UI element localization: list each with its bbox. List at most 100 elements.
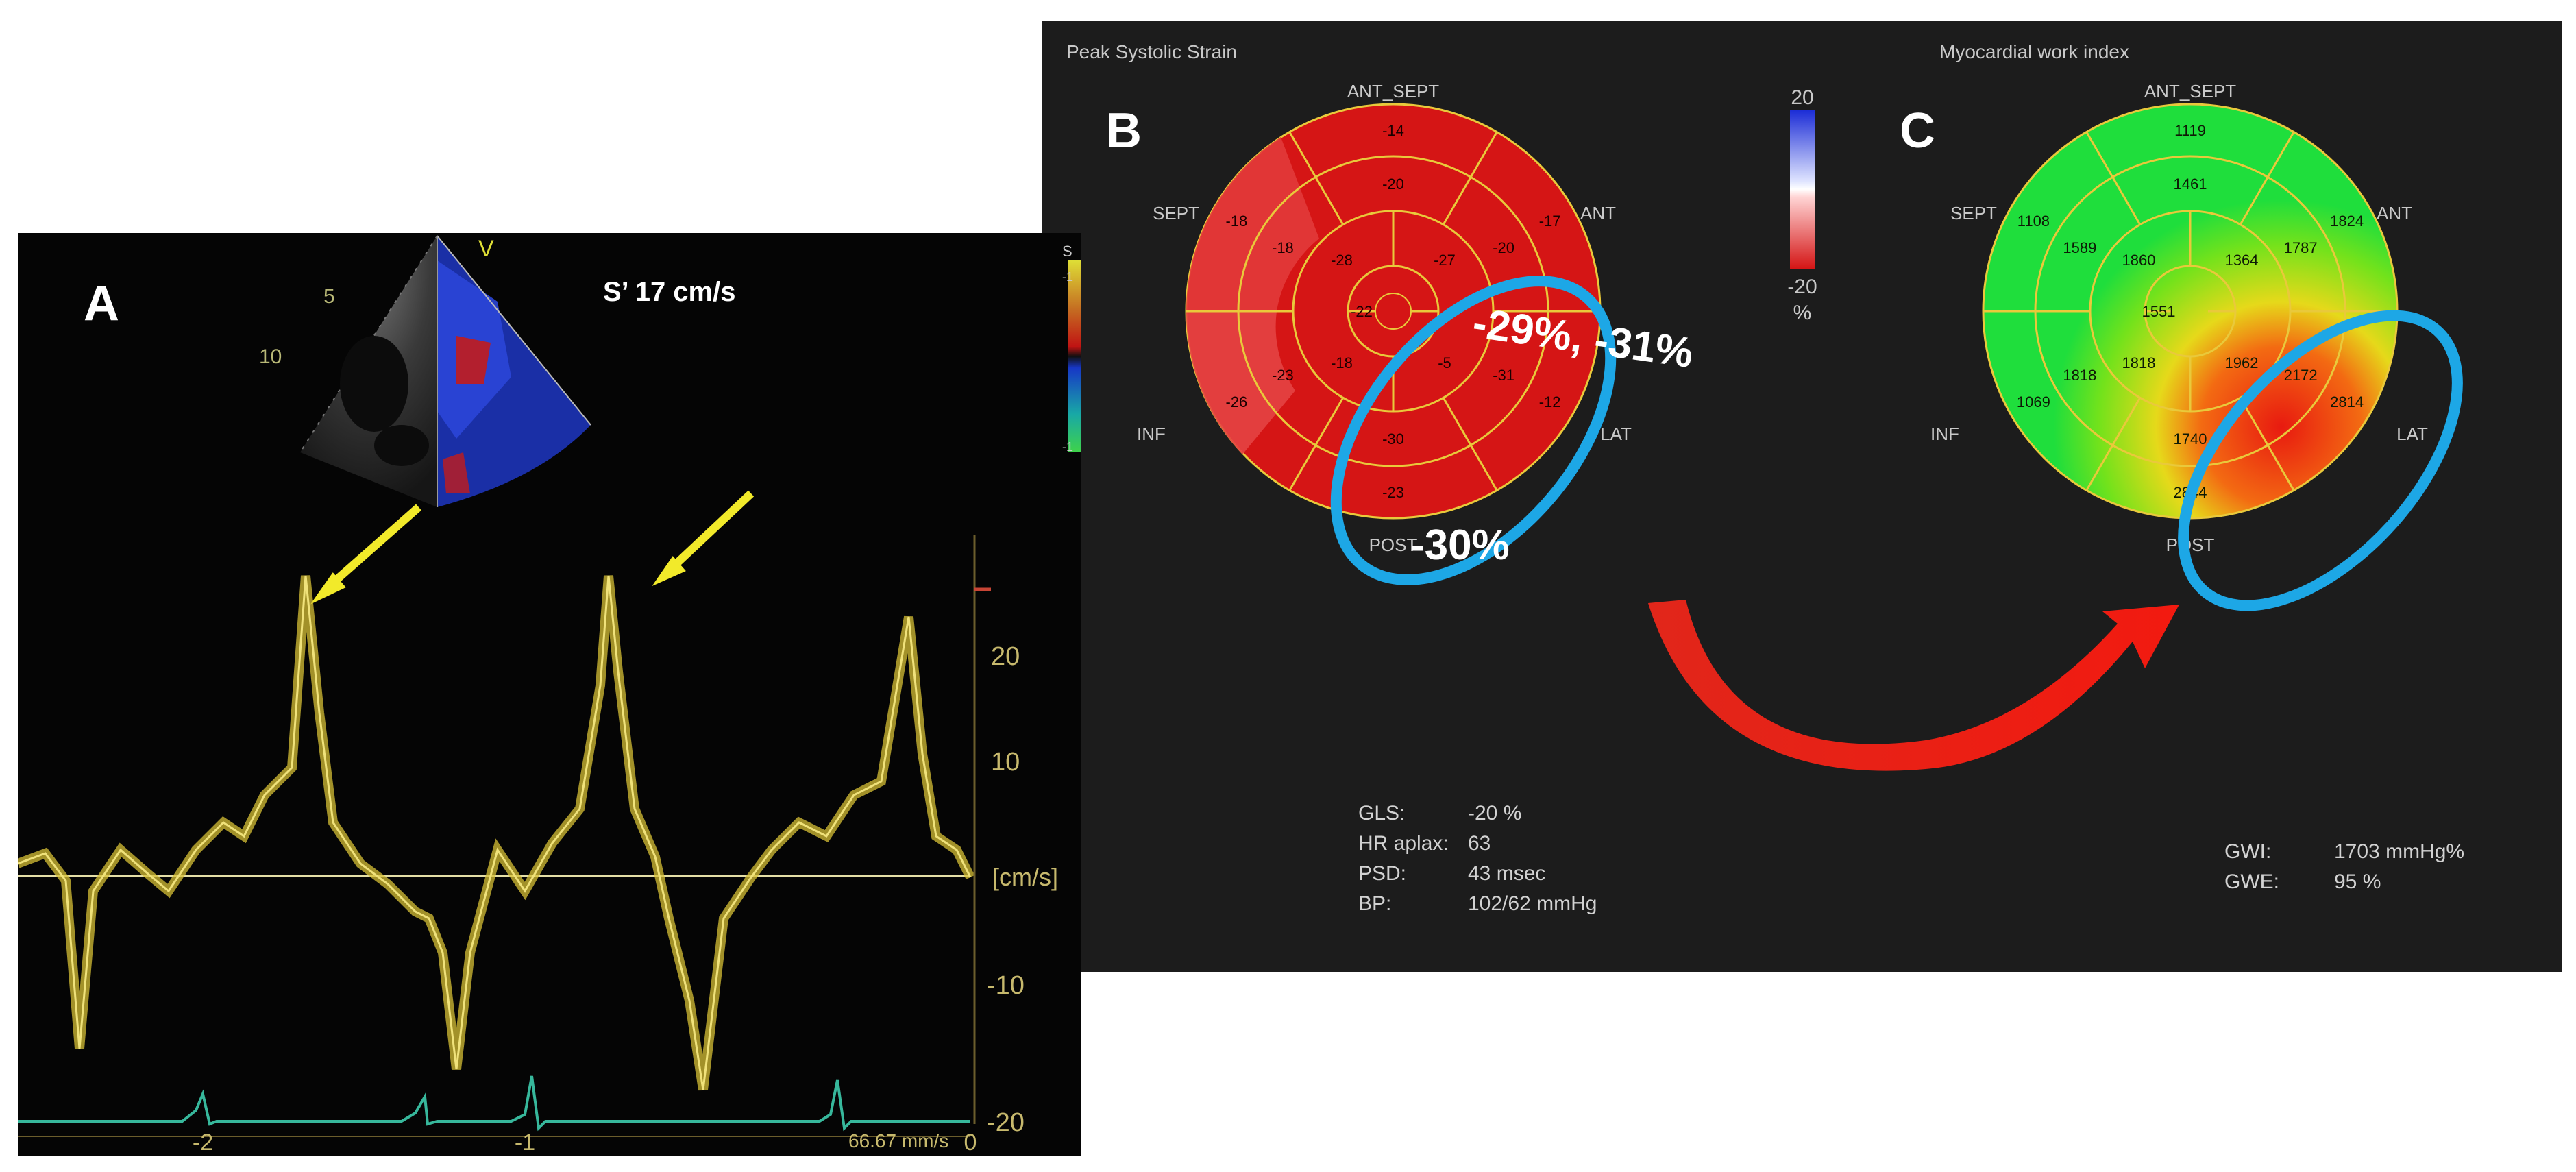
work-label-sept: SEPT [1950, 203, 1997, 223]
y-tick-10: 10 [991, 748, 1020, 777]
sweep-speed: 66.67 mm/s [848, 1130, 948, 1151]
scale-unit-label: % [1793, 302, 1812, 324]
strain-segment-value: -17 [1539, 212, 1561, 230]
gwi-value: 1703 mmHg% [2334, 840, 2465, 863]
work-segment-value: 1962 [2225, 354, 2259, 371]
ecg-trace [18, 1075, 970, 1132]
x-tick-minus-1: -1 [515, 1130, 535, 1156]
work-segment-value: 2814 [2330, 393, 2364, 411]
work-segment-value: 1551 [2142, 303, 2176, 320]
gls-key: GLS: [1358, 802, 1406, 825]
work-segment-value: 1108 [2017, 212, 2050, 230]
strain-annotation-2: -30% [1410, 522, 1510, 569]
psd-value: 43 msec [1468, 862, 1546, 885]
scale-top-label: 20 [1791, 86, 1813, 109]
color-bar-hi-label: -1 [1062, 270, 1073, 284]
strain-segment-value: -14 [1382, 122, 1404, 139]
y-tick-minus-20: -20 [987, 1108, 1025, 1137]
work-label-inf: INF [1930, 424, 1959, 444]
depth-label-5: 5 [323, 285, 335, 308]
work-segment-value: 2172 [2284, 367, 2318, 384]
gwe-value: 95 % [2334, 870, 2381, 893]
work-segment-value: 1589 [2063, 239, 2096, 256]
psd-key: PSD: [1358, 862, 1407, 885]
strain-pale-segment [1186, 137, 1319, 311]
strain-segment-value: -31 [1493, 367, 1514, 384]
bullseye-graphics: -14 -18 -17 -26 -12 -23 -20 -18 -20 -23 -31 -30 -28 -… [1137, 81, 2463, 771]
strain-segment-value: -18 [1226, 212, 1248, 230]
strain-segment-value: -28 [1331, 252, 1353, 269]
work-label-ant-sept: ANT_SEPT [2144, 81, 2236, 101]
work-segment-value: 1740 [2174, 430, 2207, 448]
work-segment-value: 1787 [2284, 239, 2318, 256]
strain-segment-value: -5 [1438, 354, 1451, 371]
velocity-color-bar [1068, 260, 1081, 452]
strain-label-lat: LAT [1600, 424, 1632, 444]
y-tick-20: 20 [991, 642, 1020, 671]
color-flow-v-label: V [478, 236, 494, 262]
work-segment-value: 1860 [2122, 252, 2156, 269]
doppler-graphics: 5 10 V S -1 -1 20 10 [cm/s] -10 -20 [18, 235, 1081, 1156]
work-segment-value: 1069 [2017, 393, 2050, 411]
panel-letter-b: B [1106, 103, 1142, 158]
work-segment-value: 1824 [2330, 212, 2364, 230]
bp-key: BP: [1358, 892, 1392, 915]
strain-label-sept: SEPT [1153, 203, 1199, 223]
work-segment-value: 1364 [2225, 252, 2259, 269]
panel-letter-c: C [1900, 103, 1935, 158]
velocity-axis [973, 535, 991, 1124]
hr-value: 63 [1468, 832, 1491, 855]
gwe-key: GWE: [2224, 870, 2279, 893]
strain-segment-value: -12 [1539, 393, 1561, 411]
velocity-unit: [cm/s] [992, 863, 1058, 891]
strain-label-ant: ANT [1580, 203, 1616, 223]
strain-label-post: POST [1369, 535, 1418, 555]
strain-title: Peak Systolic Strain [1066, 41, 1237, 62]
strain-pale-segment-2 [1186, 311, 1295, 454]
strain-segment-value: -22 [1351, 303, 1373, 320]
gwi-key: GWI: [2224, 840, 2272, 863]
bp-value: 102/62 mmHg [1468, 892, 1597, 915]
strain-highlight-ellipse [1330, 276, 1617, 585]
doppler-spectral-trace [18, 575, 975, 1091]
work-segment-value: 1119 [2174, 122, 2206, 139]
work-label-lat: LAT [2396, 424, 2428, 444]
s-prime-velocity: S’ 17 cm/s [603, 277, 736, 307]
work-highlight-ellipse [2178, 310, 2463, 611]
strain-segment-value: -23 [1272, 367, 1294, 384]
color-bar-top-label: S [1062, 243, 1072, 260]
strain-segment-value: -18 [1331, 354, 1353, 371]
strain-label-inf: INF [1137, 424, 1166, 444]
x-tick-0: 0 [964, 1130, 977, 1156]
red-curved-arrow [1648, 600, 2179, 771]
work-label-ant: ANT [2377, 203, 2412, 223]
work-segment-value: 1461 [2174, 175, 2207, 193]
y-tick-minus-10: -10 [987, 971, 1025, 1000]
tissue-doppler-panel: 5 10 V S -1 -1 20 10 [cm/s] -10 -20 [18, 233, 1081, 1156]
color-bar-lo-label: -1 [1062, 440, 1073, 454]
x-tick-minus-2: -2 [193, 1130, 213, 1156]
echo-sector-image [299, 235, 591, 507]
strain-label-ant-sept: ANT_SEPT [1347, 81, 1439, 101]
gls-value: -20 % [1468, 802, 1522, 825]
hr-key: HR aplax: [1358, 832, 1449, 855]
work-index-title: Myocardial work index [1939, 41, 2129, 62]
strain-segment-value: -30 [1382, 430, 1404, 448]
strain-segment-value: -20 [1382, 175, 1404, 193]
strain-bullseye: -14 -18 -17 -26 -12 -23 -20 -18 -20 -23 -31 -30 -28 -… [1137, 81, 1632, 585]
work-segment-value: 1818 [2122, 354, 2156, 371]
strain-segment-value: -26 [1226, 393, 1248, 411]
strain-segment-value: -27 [1434, 252, 1456, 269]
work-label-post: POST [2166, 535, 2215, 555]
strain-segment-value: -23 [1382, 484, 1404, 501]
strain-segment-value: -18 [1272, 239, 1294, 256]
work-segment-value: 1818 [2063, 367, 2096, 384]
strain-color-scale: 20 -20 % [1787, 86, 1817, 324]
strain-segment-value: -20 [1493, 239, 1514, 256]
panel-letter-a: A [84, 276, 119, 331]
scale-bottom-label: -20 [1787, 276, 1817, 298]
depth-label-10: 10 [259, 345, 282, 368]
bullseye-panel: Peak Systolic Strain Myocardial work ind… [1042, 21, 2562, 972]
yellow-arrows [310, 490, 755, 605]
